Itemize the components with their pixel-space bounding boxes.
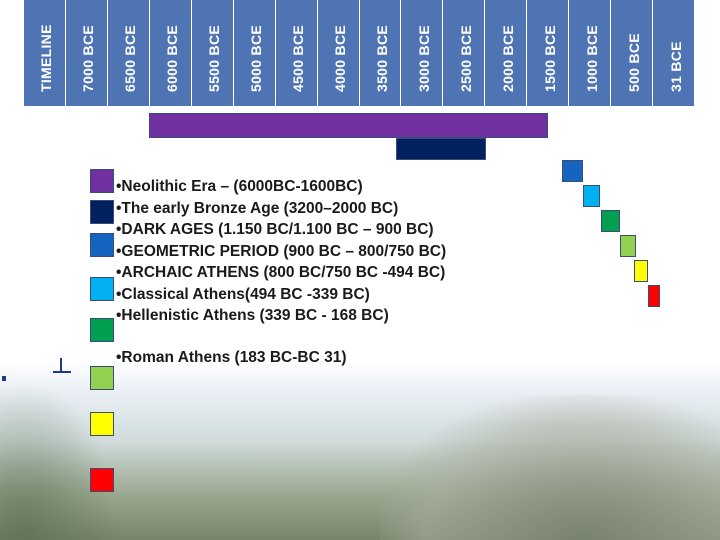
roman-period-marker (648, 285, 660, 307)
hellenistic-period-marker (634, 260, 648, 282)
legend-swatch-archaic (90, 318, 114, 342)
legend-item-neolithic: •Neolithic Era – (6000BC-1600BC) (116, 178, 363, 195)
timeline-year-label: 6000 BCE (164, 25, 181, 92)
timeline-column: 2500 BCE (443, 0, 486, 106)
timeline-year-label: 3500 BCE (373, 25, 390, 92)
timeline-year-label: 7000 BCE (80, 25, 97, 92)
neolithic-period-bar (149, 113, 548, 138)
timeline-year-label: 1000 BCE (583, 25, 600, 92)
legend-spacer (116, 327, 496, 347)
bronze-age-period-bar (396, 138, 486, 160)
legend-swatch-roman (90, 468, 114, 492)
timeline-column: 6000 BCE (149, 0, 192, 106)
dark-ages-period-marker (562, 160, 583, 182)
timeline-title: TIMELINE (38, 24, 55, 92)
legend-item-bronze: •The early Bronze Age (3200–2000 BC) (116, 199, 399, 217)
background-hill (380, 395, 720, 540)
timeline-column: 500 BCE (611, 0, 654, 106)
legend-swatch-neolithic (90, 169, 114, 193)
geometric-period-marker (583, 185, 600, 207)
timeline-year-label: 4000 BCE (332, 25, 349, 92)
timeline-column: 2000 BCE (485, 0, 528, 106)
legend-item-roman: •Roman Athens (183 BC-BC 31) (116, 348, 347, 366)
text-cursor-icon (53, 358, 71, 373)
timeline-column: 4000 BCE (317, 0, 360, 106)
archaic-period-marker (601, 210, 620, 232)
timeline-header: TIMELINE 7000 BCE 6500 BCE 6000 BCE 5500… (24, 0, 694, 106)
legend-swatch-geometric (90, 277, 114, 301)
timeline-year-label: 4500 BCE (290, 25, 307, 92)
timeline-column: 3500 BCE (359, 0, 402, 106)
timeline-year-label: 2500 BCE (457, 25, 474, 92)
timeline-year-label: 31 BCE (667, 41, 684, 92)
legend-item-geometric: •GEOMETRIC PERIOD (900 BC – 800/750 BC) (116, 242, 447, 260)
legend-swatch-classical (90, 366, 114, 390)
timeline-column: 4500 BCE (275, 0, 318, 106)
legend-swatch-dark-ages (90, 233, 114, 257)
background-foliage (0, 380, 120, 540)
legend-swatch-bronze (90, 200, 114, 224)
legend-item-classical: •Classical Athens(494 BC -339 BC) (116, 285, 370, 303)
timeline-column: 5500 BCE (191, 0, 234, 106)
timeline-column: 7000 BCE (65, 0, 108, 106)
legend-swatch-hellenistic (90, 412, 114, 436)
timeline-year-label: 500 BCE (625, 33, 642, 92)
timeline-year-label: 2000 BCE (499, 25, 516, 92)
timeline-column: 1500 BCE (527, 0, 570, 106)
timeline-year-label: 6500 BCE (122, 25, 139, 92)
timeline-year-label: 3000 BCE (415, 25, 432, 92)
legend-item-archaic: •ARCHAIC ATHENS (800 BC/750 BC -494 BC) (116, 264, 446, 281)
timeline-year-label: 5500 BCE (206, 25, 223, 92)
timeline-year-label: 5000 BCE (248, 25, 265, 92)
legend-item-hellenistic: •Hellenistic Athens (339 BC - 168 BC) (116, 307, 389, 324)
classical-period-marker (620, 235, 636, 257)
timeline-column: 1000 BCE (569, 0, 612, 106)
timeline-column: 31 BCE (653, 0, 694, 106)
timeline-year-label: 1500 BCE (541, 25, 558, 92)
legend-list: •Neolithic Era – (6000BC-1600BC) •The ea… (116, 176, 496, 368)
timeline-column: 6500 BCE (107, 0, 150, 106)
legend-item-dark-ages: •DARK AGES (1.150 BC/1.100 BC – 900 BC) (116, 221, 434, 238)
timeline-column: 5000 BCE (233, 0, 276, 106)
timeline-column: 3000 BCE (401, 0, 444, 106)
marker-dot (2, 376, 6, 381)
timeline-column-title: TIMELINE (24, 0, 66, 106)
